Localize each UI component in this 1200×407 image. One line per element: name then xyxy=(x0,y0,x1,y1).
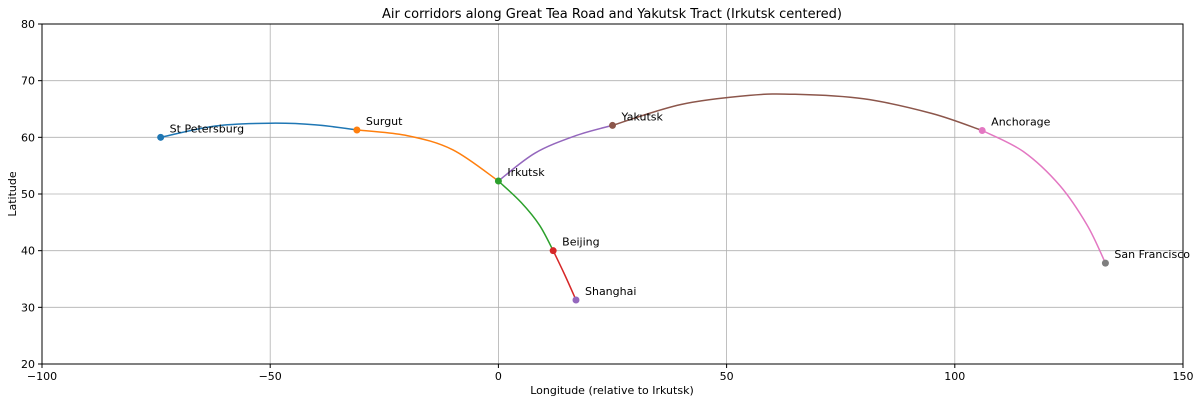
x-tick-label: −50 xyxy=(259,370,282,383)
chart-title: Air corridors along Great Tea Road and Y… xyxy=(382,7,842,22)
city-point-yakutsk xyxy=(609,121,616,129)
city-label-beijing: Beijing xyxy=(562,236,599,249)
city-point-surgut xyxy=(353,126,361,134)
y-tick-label: 50 xyxy=(21,188,35,201)
city-labels: St Petersburg Surgut Irkutsk Beijing Shangha… xyxy=(170,110,1191,298)
x-axis-title: Longitude (relative to Irkutsk) xyxy=(530,384,694,397)
route-line xyxy=(612,93,983,132)
city-label-anchorage: Anchorage xyxy=(991,116,1050,129)
route-line xyxy=(497,124,613,182)
route-line xyxy=(160,122,357,139)
city-label-surgut: Surgut xyxy=(366,115,403,128)
city-point-anchorage xyxy=(978,127,986,135)
y-tick-label: 80 xyxy=(21,18,35,31)
y-tick-label: 70 xyxy=(21,75,35,88)
city-point-shanghai xyxy=(572,296,580,304)
route-line xyxy=(552,250,577,301)
city-label-irkutsk: Irkutsk xyxy=(507,166,545,179)
city-label-shanghai: Shanghai xyxy=(585,285,636,298)
y-tick-label: 20 xyxy=(21,358,35,371)
city-label-yakutsk: Yakutsk xyxy=(621,110,664,123)
x-tick-label: 0 xyxy=(495,370,502,383)
axis-ticks: −100 −50 0 50 100 150 20 30 40 50 60 70 80 xyxy=(21,18,1194,383)
y-tick-label: 40 xyxy=(21,245,35,258)
route-lines xyxy=(160,93,1107,301)
y-tick-label: 30 xyxy=(21,301,35,314)
city-point-san-francisco xyxy=(1101,259,1109,267)
x-tick-label: −100 xyxy=(27,370,57,383)
city-markers xyxy=(157,121,1109,304)
city-point-st-petersburg xyxy=(157,133,165,141)
city-point-beijing xyxy=(549,247,557,255)
x-tick-label: 100 xyxy=(944,370,965,383)
city-point-irkutsk xyxy=(494,177,502,185)
grid xyxy=(41,23,1184,365)
x-tick-label: 50 xyxy=(720,370,734,383)
city-label-san-francisco: San Francisco xyxy=(1114,248,1190,261)
y-tick-label: 60 xyxy=(21,131,35,144)
route-line xyxy=(981,129,1107,264)
city-label-st-petersburg: St Petersburg xyxy=(170,122,244,135)
route-line xyxy=(497,180,554,252)
y-axis-title: Latitude xyxy=(6,171,19,217)
x-tick-label: 150 xyxy=(1173,370,1194,383)
route-line xyxy=(356,129,499,182)
